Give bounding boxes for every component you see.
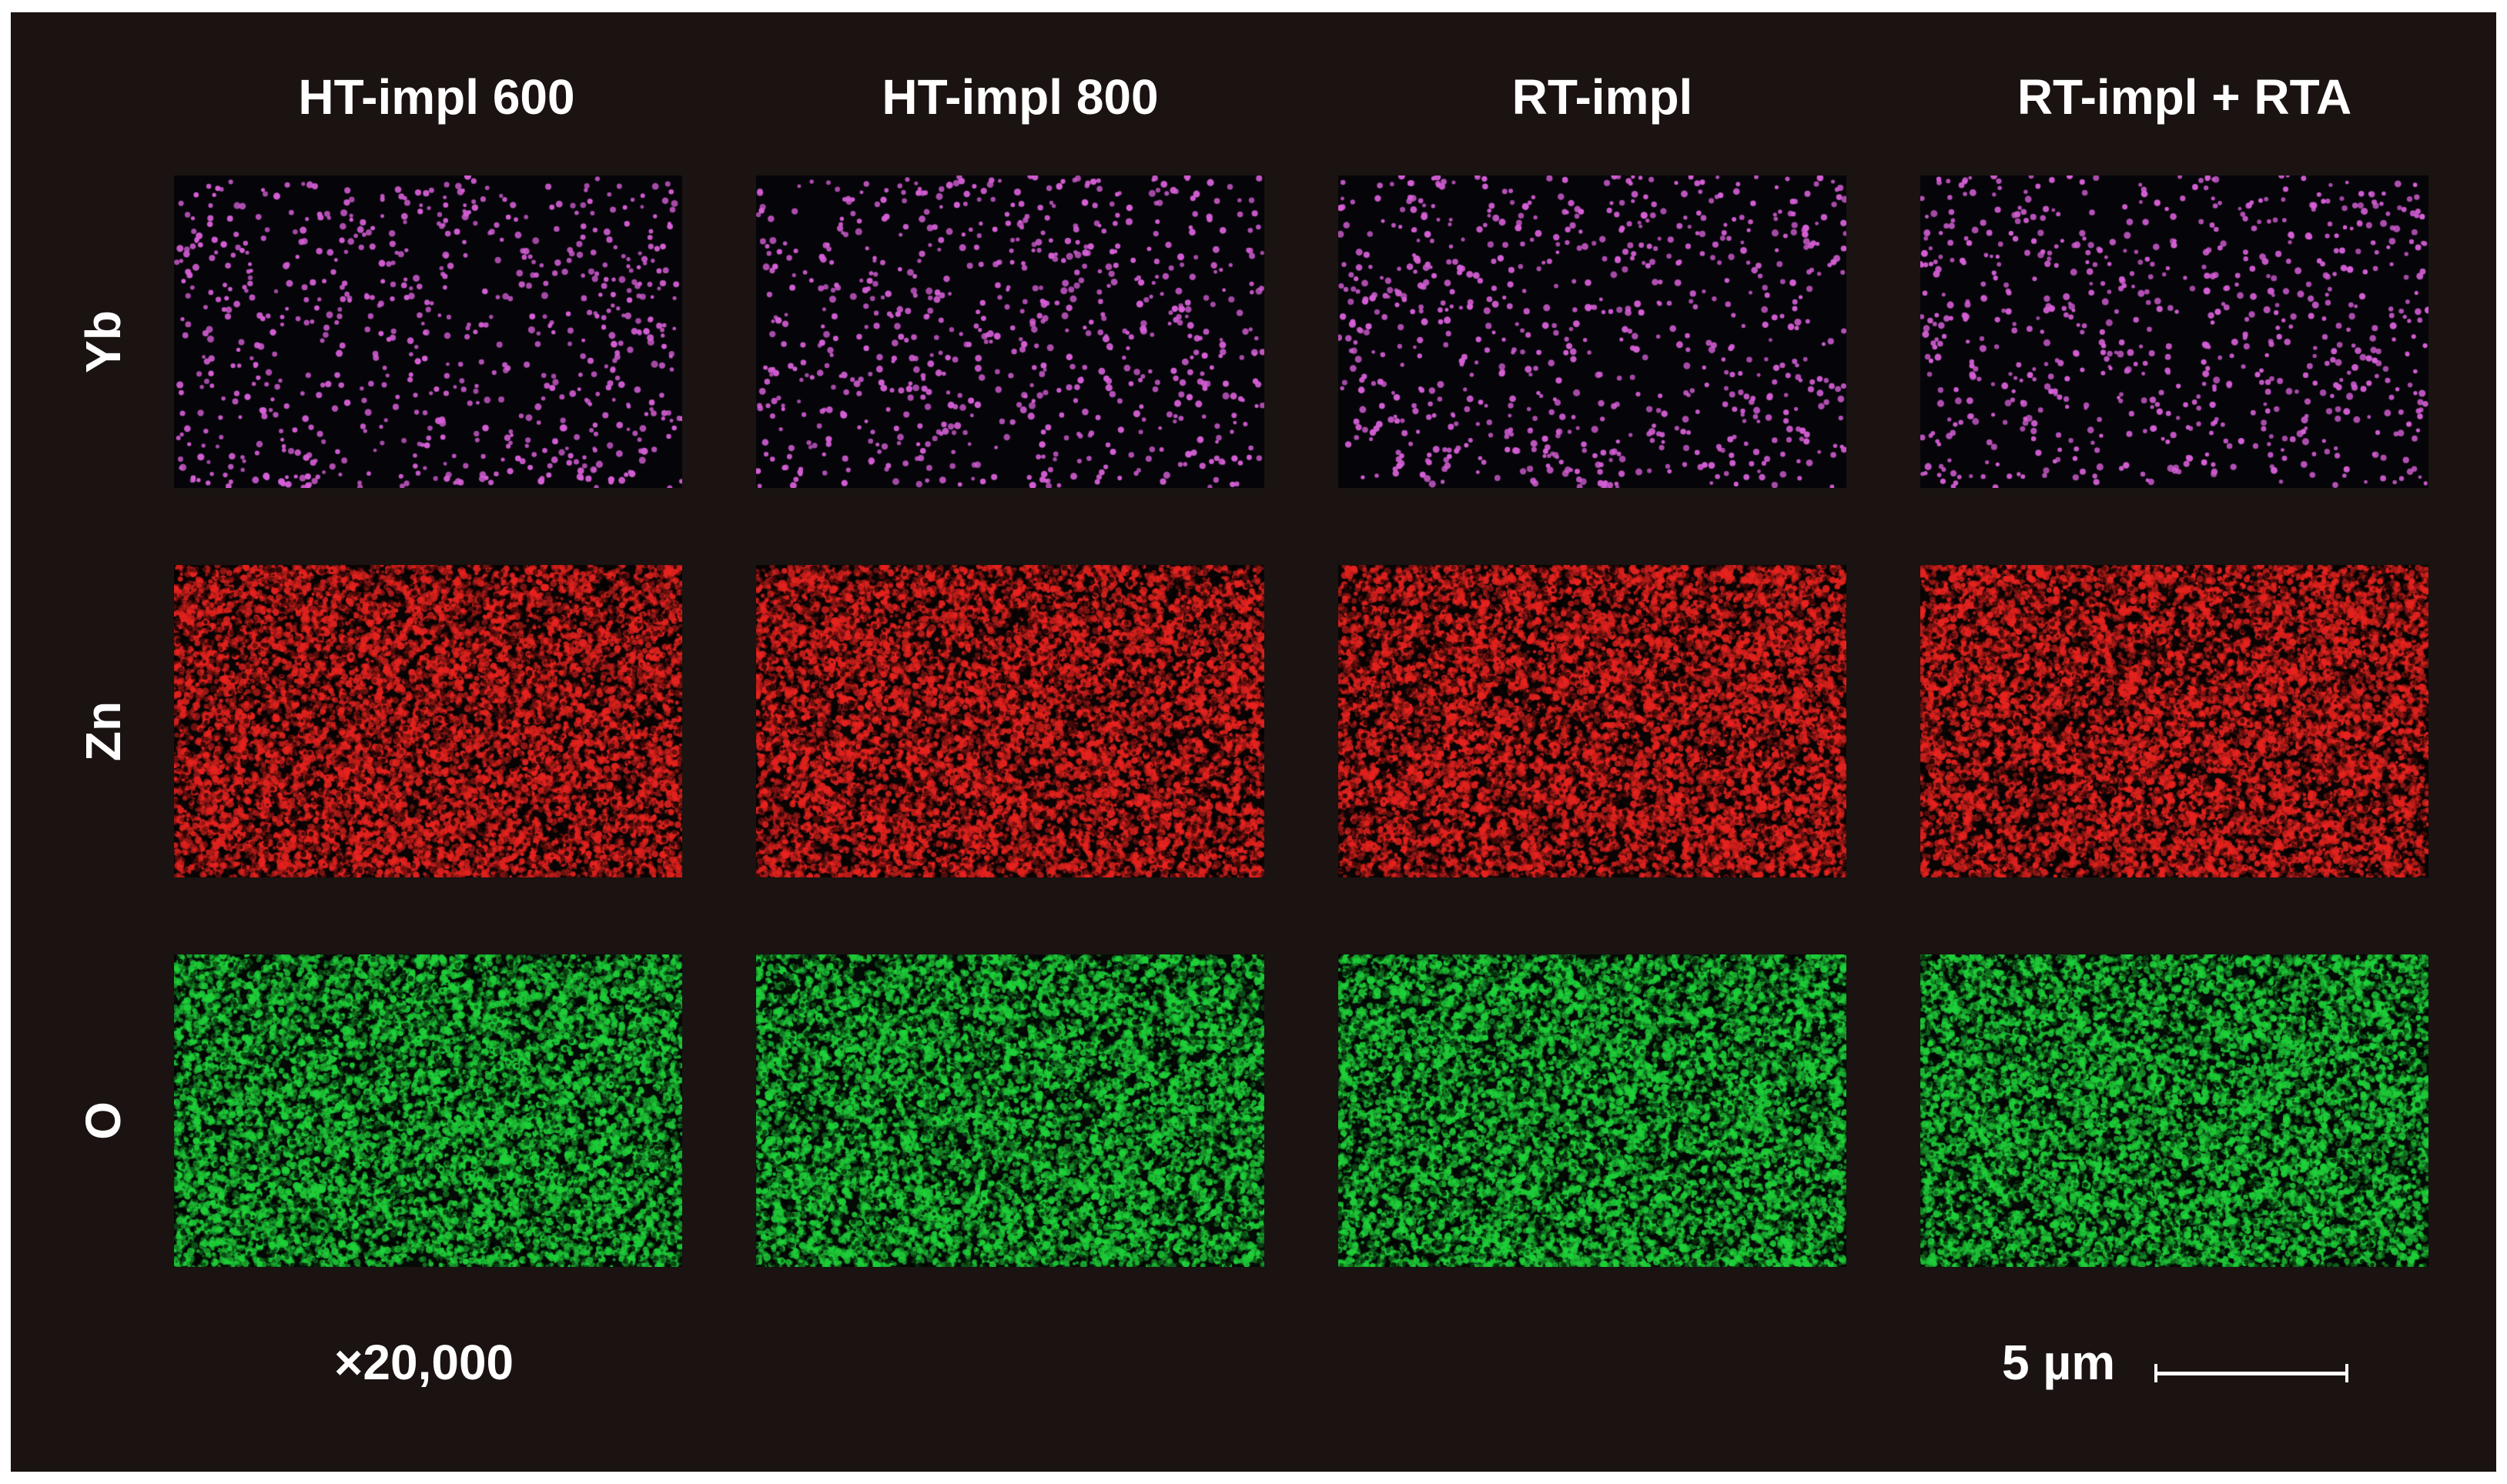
map-yb-rt-impl-rta	[1920, 175, 2428, 488]
map-zn-rt-impl	[1338, 565, 1846, 877]
map-o-rt-impl-rta	[1920, 954, 2428, 1267]
column-header-4: RT-impl + RTA	[2017, 69, 2352, 125]
scalebar-tick-left	[2154, 1364, 2157, 1382]
map-zn-ht-impl-600	[174, 565, 682, 877]
figure: HT-impl 600 HT-impl 800 RT-impl RT-impl …	[11, 12, 2496, 1472]
map-zn-ht-impl-800	[756, 565, 1264, 877]
scalebar-tick-right	[2345, 1364, 2348, 1382]
row-label-yb: Yb	[75, 310, 131, 373]
row-label-zn: Zn	[75, 700, 131, 762]
column-header-2: HT-impl 800	[882, 69, 1159, 125]
map-o-rt-impl	[1338, 954, 1846, 1267]
map-zn-rt-impl-rta	[1920, 565, 2428, 877]
column-header-3: RT-impl	[1511, 69, 1693, 125]
scalebar-label: 5 µm	[2002, 1335, 2116, 1390]
magnification-label: ×20,000	[334, 1335, 514, 1390]
map-yb-rt-impl	[1338, 175, 1846, 488]
map-o-ht-impl-600	[174, 954, 682, 1267]
map-o-ht-impl-800	[756, 954, 1264, 1267]
scalebar-line	[2154, 1372, 2348, 1375]
row-label-o: O	[75, 1101, 131, 1140]
map-yb-ht-impl-800	[756, 175, 1264, 488]
column-header-1: HT-impl 600	[298, 69, 575, 125]
map-yb-ht-impl-600	[174, 175, 682, 488]
scalebar	[2154, 1364, 2348, 1382]
